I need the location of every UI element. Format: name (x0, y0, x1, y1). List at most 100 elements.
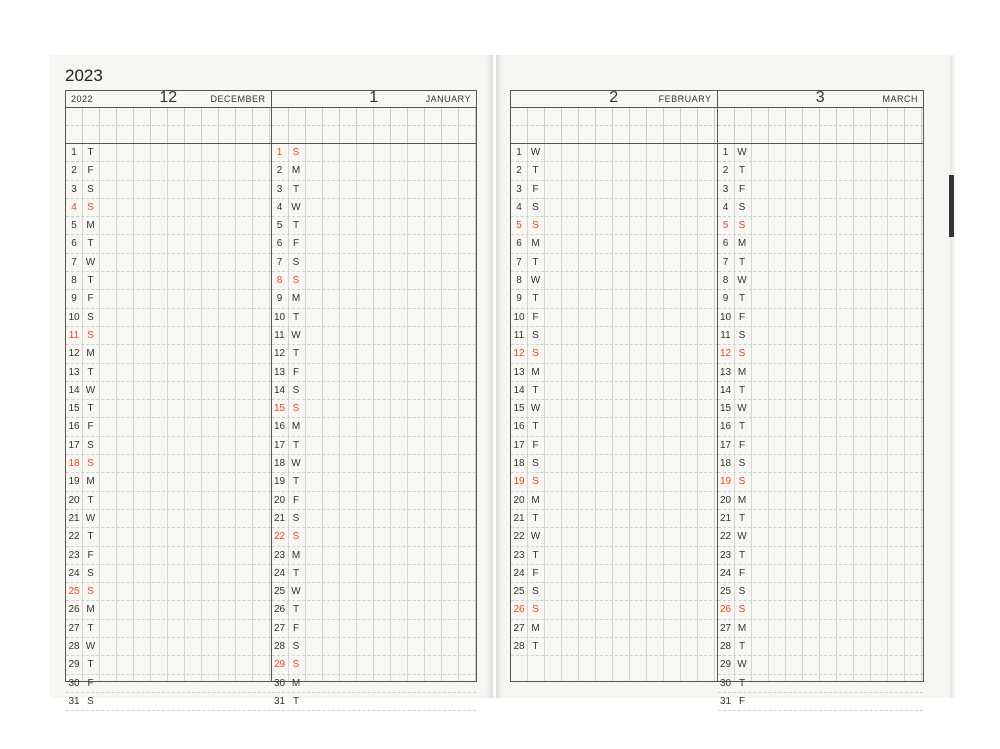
day-row[interactable]: 29 S (271, 656, 476, 675)
day-row[interactable]: 11 S (717, 327, 923, 346)
day-row[interactable]: 23 F (66, 547, 271, 565)
day-row[interactable]: 27 M (717, 620, 923, 639)
day-row[interactable]: 28 S (271, 638, 476, 657)
day-row[interactable]: 14 T (511, 382, 717, 401)
day-row[interactable]: 14 W (66, 382, 271, 401)
bookmark-tab[interactable] (949, 175, 954, 237)
day-row[interactable]: 24 F (717, 565, 923, 584)
day-row[interactable]: 23 M (271, 547, 476, 565)
day-row[interactable]: 16 F (66, 418, 271, 437)
day-row[interactable]: 13 T (66, 364, 271, 382)
day-row[interactable]: 22 W (717, 528, 923, 547)
day-row[interactable]: 25 S (66, 583, 271, 602)
day-row[interactable]: 28 T (717, 638, 923, 657)
day-row[interactable]: 20 M (511, 492, 717, 510)
day-row[interactable]: 19 T (271, 473, 476, 492)
day-row[interactable]: 20 F (271, 492, 476, 510)
day-row[interactable]: 21 T (717, 510, 923, 529)
day-row[interactable]: 11 W (271, 327, 476, 346)
day-row[interactable]: 21 S (271, 510, 476, 529)
day-row[interactable]: 17 F (717, 437, 923, 456)
day-row[interactable]: 11 S (511, 327, 717, 346)
day-row[interactable]: 30 T (717, 675, 923, 693)
day-row[interactable]: 20 M (717, 492, 923, 510)
day-row[interactable]: 21 T (511, 510, 717, 529)
day-row[interactable]: 29 T (66, 656, 271, 675)
day-row[interactable]: 22 T (66, 528, 271, 547)
day-row[interactable]: 13 M (511, 364, 717, 382)
day-row[interactable]: 13 F (271, 364, 476, 382)
day-row[interactable]: 31 T (271, 693, 476, 712)
day-row[interactable]: 17 T (271, 437, 476, 456)
day-row[interactable]: 29 W (717, 656, 923, 675)
day-row[interactable]: 10 T (271, 309, 476, 327)
day-row[interactable]: 27 T (66, 620, 271, 639)
day-row[interactable]: 22 S (271, 528, 476, 547)
day-row[interactable]: 22 W (511, 528, 717, 547)
day-row[interactable]: 28 W (66, 638, 271, 657)
day-row[interactable]: 26 S (717, 601, 923, 620)
day-row[interactable]: 30 M (271, 675, 476, 693)
day-row[interactable]: 15 S (271, 400, 476, 419)
day-row[interactable]: 18 S (511, 455, 717, 474)
day-row[interactable]: 23 T (511, 547, 717, 565)
day-row[interactable]: 18 W (271, 455, 476, 474)
day-row[interactable]: 31 F (717, 693, 923, 712)
day-row[interactable]: 27 F (271, 620, 476, 639)
day-row[interactable]: 24 F (511, 565, 717, 584)
day-row[interactable]: 12 T (271, 345, 476, 364)
day-row[interactable]: 16 M (271, 418, 476, 437)
day-row[interactable]: 15 W (717, 400, 923, 419)
day-row[interactable]: 10 F (717, 309, 923, 327)
day-row[interactable]: 31 S (66, 693, 271, 712)
day-row[interactable]: 27 M (511, 620, 717, 639)
day-row[interactable]: 23 T (717, 547, 923, 565)
day-row[interactable]: 12 S (717, 345, 923, 364)
day-row[interactable]: 24 S (66, 565, 271, 584)
day-row[interactable]: 10 S (66, 309, 271, 327)
day-row[interactable]: 15 W (511, 400, 717, 419)
day-row[interactable]: 18 S (66, 455, 271, 474)
day-row[interactable]: 11 S (66, 327, 271, 346)
day-row[interactable]: 25 S (511, 583, 717, 602)
day-row[interactable]: 24 T (271, 565, 476, 584)
day-row[interactable]: 15 T (66, 400, 271, 419)
day-row[interactable]: 26 S (511, 601, 717, 620)
day-row[interactable]: 16 T (717, 418, 923, 437)
day-row[interactable]: 26 M (66, 601, 271, 620)
day-row[interactable]: 17 S (66, 437, 271, 456)
day-row[interactable]: 25 S (717, 583, 923, 602)
day-row[interactable]: 25 W (271, 583, 476, 602)
day-row[interactable]: 10 F (511, 309, 717, 327)
day-row[interactable]: 19 S (511, 473, 717, 492)
